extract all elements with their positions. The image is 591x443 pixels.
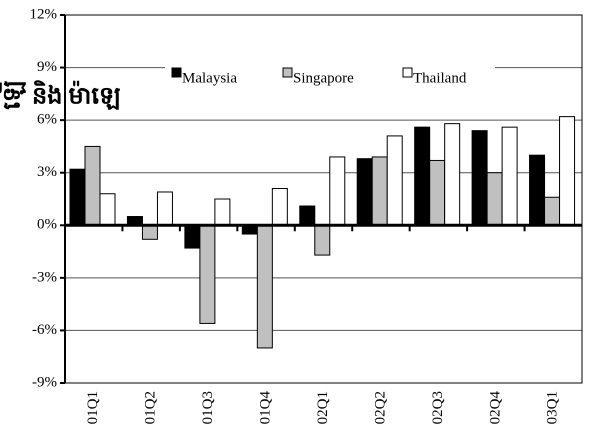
x-tick-label: 02Q1 xyxy=(315,391,331,424)
bar xyxy=(544,196,561,226)
x-tick-label: 01Q4 xyxy=(257,391,273,425)
bar xyxy=(486,172,503,226)
legend-swatch xyxy=(171,67,182,78)
x-tick-label: 01Q2 xyxy=(143,391,159,424)
bar xyxy=(529,154,546,226)
x-tick-label: 01Q3 xyxy=(200,391,216,424)
x-tick-label: 02Q2 xyxy=(372,391,388,424)
x-tick-label: 02Q4 xyxy=(487,391,503,425)
bar xyxy=(271,187,288,226)
y-axis-label: ឡើ xyxy=(0,80,27,110)
legend-label: Singapore xyxy=(293,70,354,86)
bar xyxy=(386,135,403,226)
bar xyxy=(199,224,216,324)
legend-swatch xyxy=(282,67,293,78)
y-tick-label: -9% xyxy=(32,374,57,390)
y-tick-label: -3% xyxy=(32,269,57,285)
bar xyxy=(156,191,173,226)
bar xyxy=(141,224,158,240)
y-tick-label: 12% xyxy=(30,6,58,22)
bar xyxy=(184,224,201,249)
bar xyxy=(314,224,331,256)
bar xyxy=(299,205,316,226)
bar xyxy=(329,156,346,226)
bar xyxy=(471,130,488,226)
y-tick-label: 6% xyxy=(37,112,57,128)
x-tick-label: 02Q3 xyxy=(430,391,446,424)
y-tick-label: -6% xyxy=(32,322,57,338)
bar xyxy=(414,126,431,226)
y-tick-label: 0% xyxy=(37,217,57,233)
bar xyxy=(501,126,518,226)
bar xyxy=(356,158,373,226)
bar xyxy=(371,156,388,226)
legend-label: Thailand xyxy=(413,70,467,86)
legend-swatch xyxy=(402,67,413,78)
bar xyxy=(429,159,446,226)
x-tick-label: 03Q1 xyxy=(545,391,561,424)
bar xyxy=(214,198,231,226)
legend-label: Malaysia xyxy=(182,70,237,86)
bar xyxy=(559,116,576,226)
y-tick-label: 9% xyxy=(37,59,57,75)
bar xyxy=(84,145,101,226)
x-tick-label: 01Q1 xyxy=(85,391,101,424)
plot-border xyxy=(64,14,583,384)
bar xyxy=(69,168,86,226)
y-tick-label: 3% xyxy=(37,164,57,180)
legend-box xyxy=(165,66,495,92)
bar xyxy=(256,224,273,349)
bar xyxy=(99,193,116,226)
bar xyxy=(444,123,461,226)
annotation: និង ម៉ាឡេ xyxy=(32,80,121,111)
